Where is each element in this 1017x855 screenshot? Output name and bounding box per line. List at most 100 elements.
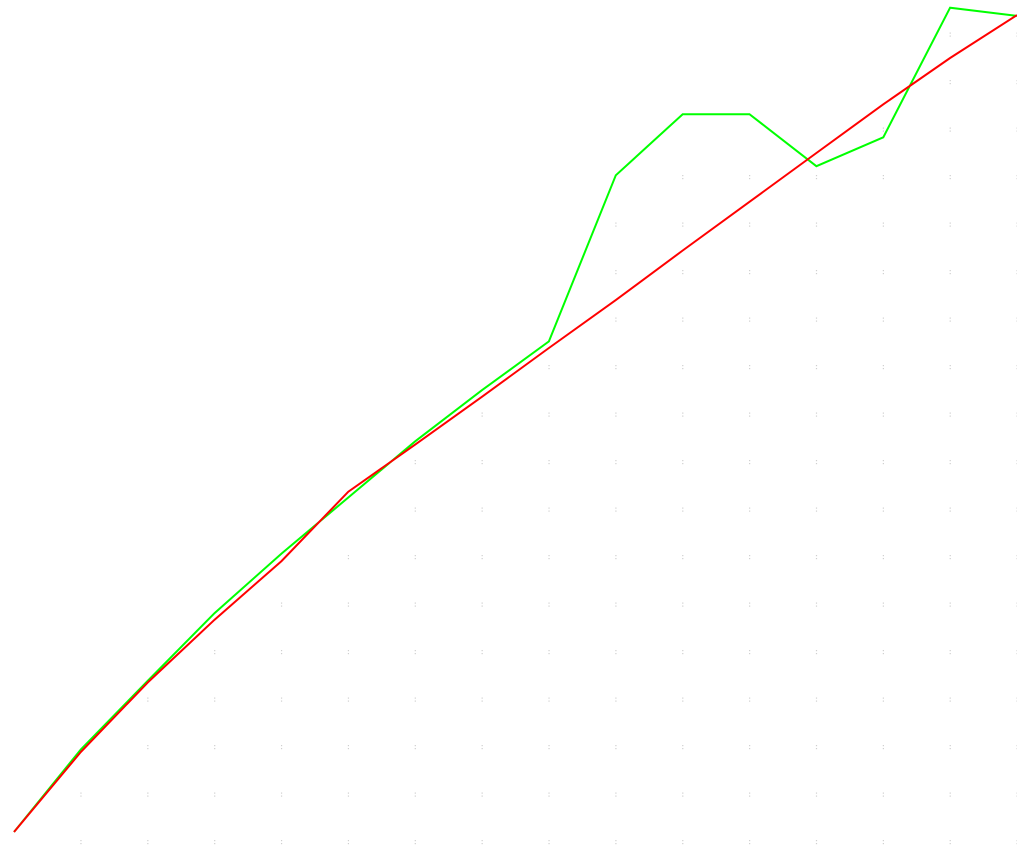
grid-dot [883, 128, 884, 129]
grid-dot [883, 416, 884, 417]
grid-dot [415, 606, 416, 607]
grid-dot [883, 698, 884, 699]
grid-dot [482, 748, 483, 749]
grid-dot [749, 223, 750, 224]
grid-dot [950, 555, 951, 556]
grid-dot [615, 460, 616, 461]
grid-dot [749, 558, 750, 559]
grid-dot [883, 840, 884, 841]
grid-dot [682, 508, 683, 509]
grid-dot [615, 698, 616, 699]
grid-dot [950, 178, 951, 179]
grid-dot [950, 365, 951, 366]
grid-dot [950, 843, 951, 844]
grid-dot [415, 558, 416, 559]
grid-dot [682, 318, 683, 319]
grid-dot [348, 843, 349, 844]
grid-dot [883, 175, 884, 176]
grid-dot [615, 413, 616, 414]
grid-dot [415, 793, 416, 794]
grid-dot [80, 796, 81, 797]
grid-dot [147, 701, 148, 702]
grid-dot [950, 128, 951, 129]
grid-dot [883, 796, 884, 797]
grid-dot [749, 508, 750, 509]
grid-dot [816, 653, 817, 654]
grid-dot [883, 701, 884, 702]
grid-dot [749, 175, 750, 176]
grid-dot [482, 745, 483, 746]
grid-dot [548, 745, 549, 746]
grid-dot [950, 748, 951, 749]
grid-dot [816, 698, 817, 699]
grid-dot [214, 796, 215, 797]
grid-dot [883, 653, 884, 654]
grid-dot [348, 603, 349, 604]
grid-dot [749, 413, 750, 414]
grid-dot [950, 83, 951, 84]
grid-dot [415, 796, 416, 797]
grid-dot [950, 606, 951, 607]
grid-dot [548, 416, 549, 417]
grid-dot [214, 793, 215, 794]
grid-dot [214, 843, 215, 844]
grid-dot [749, 701, 750, 702]
grid-dot [147, 748, 148, 749]
grid-dot [682, 745, 683, 746]
grid-dot [950, 416, 951, 417]
grid-dot [950, 131, 951, 132]
grid [80, 33, 1017, 845]
grid-dot [950, 840, 951, 841]
grid-dot [615, 226, 616, 227]
grid-dot [615, 606, 616, 607]
grid-dot [682, 273, 683, 274]
grid-dot [749, 653, 750, 654]
grid-dot [281, 748, 282, 749]
grid-dot [749, 273, 750, 274]
grid-dot [348, 650, 349, 651]
grid-dot [615, 653, 616, 654]
grid-dot [749, 226, 750, 227]
grid-dot [950, 558, 951, 559]
grid-dot [816, 175, 817, 176]
grid-dot [749, 460, 750, 461]
grid-dot [950, 698, 951, 699]
grid-dot [682, 748, 683, 749]
grid-dot [816, 226, 817, 227]
grid-dot [682, 175, 683, 176]
grid-dot [80, 843, 81, 844]
grid-dot [615, 511, 616, 512]
grid-dot [883, 365, 884, 366]
grid-dot [615, 748, 616, 749]
grid-dot [950, 653, 951, 654]
grid-dot [415, 653, 416, 654]
grid-dot [682, 558, 683, 559]
grid-dot [615, 745, 616, 746]
grid-dot [281, 698, 282, 699]
grid-dot [482, 843, 483, 844]
grid-dot [883, 555, 884, 556]
grid-dot [482, 416, 483, 417]
grid-dot [348, 796, 349, 797]
grid-dot [281, 745, 282, 746]
grid-dot [883, 178, 884, 179]
grid-dot [816, 178, 817, 179]
grid-dot [615, 223, 616, 224]
grid-dot [816, 793, 817, 794]
grid-dot [950, 33, 951, 34]
grid-dot [816, 508, 817, 509]
grid-dot [749, 365, 750, 366]
grid-dot [548, 653, 549, 654]
grid-dot [147, 843, 148, 844]
series-lines [14, 8, 1017, 832]
grid-dot [682, 650, 683, 651]
grid-dot [950, 796, 951, 797]
grid-dot [816, 416, 817, 417]
grid-dot [749, 793, 750, 794]
grid-dot [883, 511, 884, 512]
grid-dot [749, 318, 750, 319]
grid-dot [816, 413, 817, 414]
grid-dot [482, 793, 483, 794]
grid-dot [548, 840, 549, 841]
grid-dot [348, 555, 349, 556]
